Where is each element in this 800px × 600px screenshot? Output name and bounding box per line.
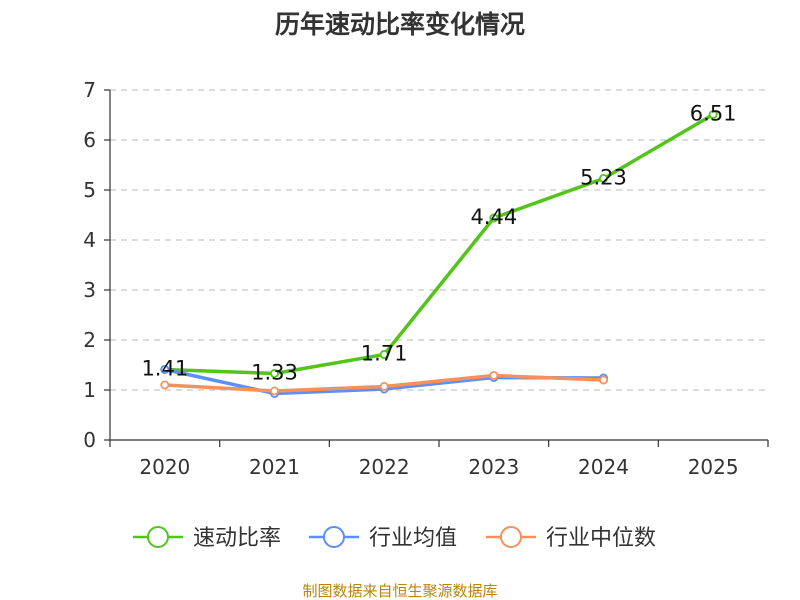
data-label: 6.51 xyxy=(690,102,737,126)
data-point[interactable] xyxy=(489,213,499,223)
data-label: 4.44 xyxy=(470,205,517,229)
data-labels: 1.41 1.33 1.71 4.44 5.23 6.51 xyxy=(141,102,736,385)
y-tick-label: 1 xyxy=(83,378,96,402)
y-tick-label: 3 xyxy=(83,278,96,302)
x-tick-label: 2022 xyxy=(359,455,410,479)
legend-marker xyxy=(500,526,522,548)
legend-item[interactable]: 速动比率 xyxy=(133,526,281,551)
y-tick-label: 6 xyxy=(83,128,96,152)
x-tick-label: 2024 xyxy=(578,455,629,479)
data-label: 1.71 xyxy=(361,342,408,366)
series xyxy=(160,110,718,398)
y-tick-label: 5 xyxy=(83,178,96,202)
legend-item[interactable]: 行业中位数 xyxy=(486,526,656,551)
legend-label: 行业均值 xyxy=(369,526,457,551)
data-point[interactable] xyxy=(269,368,279,378)
data-point[interactable] xyxy=(269,386,279,396)
data-point[interactable] xyxy=(379,381,389,391)
axes: 0 1 2 3 4 5 6 7 2020 2021 2022 2023 2024 2025 xyxy=(83,78,769,479)
x-tick-label: 2020 xyxy=(139,455,190,479)
legend-label: 速动比率 xyxy=(193,526,281,551)
legend-marker xyxy=(147,526,169,548)
legend-label: 行业中位数 xyxy=(546,526,656,551)
data-label: 5.23 xyxy=(580,166,627,190)
y-tick-label: 7 xyxy=(83,78,96,102)
data-label: 1.33 xyxy=(251,361,298,385)
y-tick-label: 2 xyxy=(83,328,96,352)
data-point[interactable] xyxy=(599,375,609,385)
source-note: 制图数据来自恒生聚源数据库 xyxy=(302,582,497,600)
data-point[interactable] xyxy=(379,349,389,359)
grid xyxy=(110,89,768,391)
data-point[interactable] xyxy=(599,173,609,183)
x-tick-label: 2021 xyxy=(249,455,300,479)
series-line xyxy=(163,112,715,376)
x-tick-label: 2023 xyxy=(468,455,519,479)
data-point[interactable] xyxy=(160,380,170,390)
data-label: 1.41 xyxy=(141,357,188,381)
y-tick-label: 0 xyxy=(83,428,96,452)
chart-title: 历年速动比率变化情况 xyxy=(275,10,525,39)
x-tick-label: 2025 xyxy=(688,455,739,479)
legend[interactable]: 速动比率 行业均值 行业中位数 xyxy=(133,526,656,551)
y-tick-label: 4 xyxy=(83,228,96,252)
legend-item[interactable]: 行业均值 xyxy=(309,526,457,551)
legend-marker xyxy=(323,526,345,548)
data-point[interactable] xyxy=(489,370,499,380)
data-point[interactable] xyxy=(708,110,718,120)
data-point[interactable] xyxy=(160,364,170,374)
